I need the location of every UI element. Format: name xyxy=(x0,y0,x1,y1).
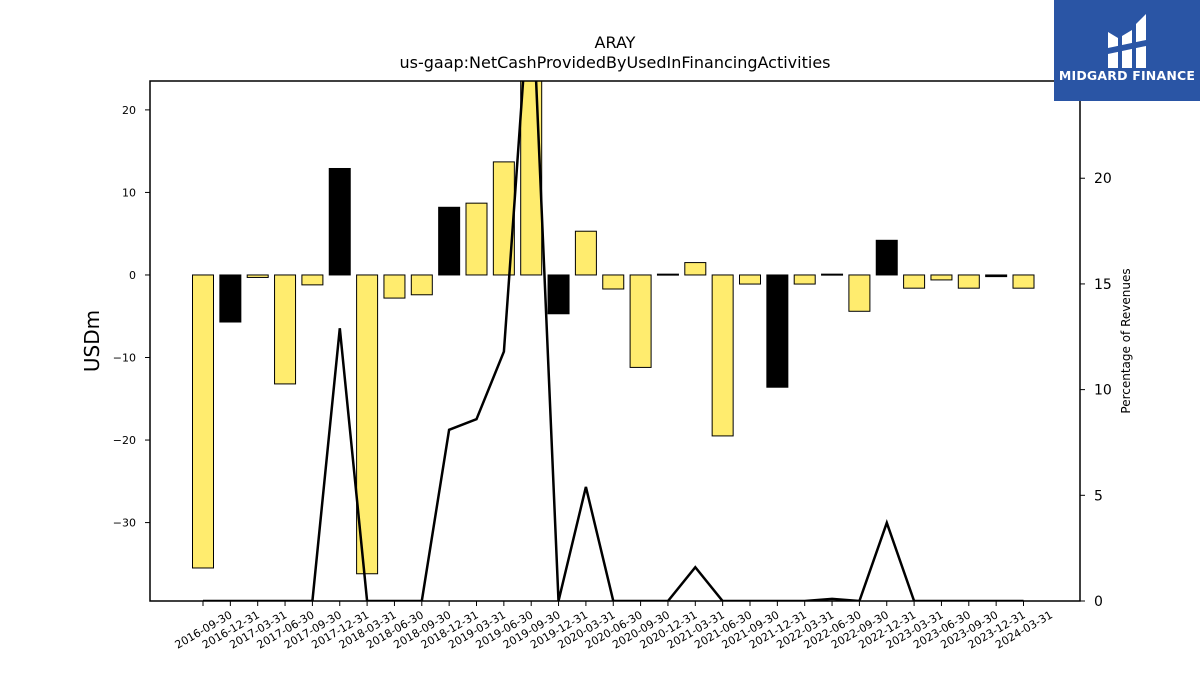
y-tick-label: −10 xyxy=(113,352,136,365)
bar-2021-06-30 xyxy=(711,274,734,437)
bar-2020-12-31 xyxy=(656,273,679,276)
line-group xyxy=(203,81,1024,601)
bar-2018-09-30 xyxy=(410,274,433,296)
bar-2018-03-31 xyxy=(356,274,379,575)
bar-2018-12-31 xyxy=(438,206,461,276)
y-axis: −30 −20 −10 0 10 20 xyxy=(113,104,150,530)
bar-2016-09-30 xyxy=(192,274,214,569)
y2-tick-label: 10 xyxy=(1094,383,1112,399)
bar-2017-09-30 xyxy=(301,274,324,286)
bar-2022-09-30 xyxy=(848,274,871,312)
bar-2024-03-31 xyxy=(1012,274,1035,289)
bar-2021-03-31 xyxy=(684,262,707,276)
bar-2019-12-31 xyxy=(547,274,570,315)
midgard-finance-logo: MIDGARD FINANCE xyxy=(1054,0,1200,101)
logo-text: MIDGARD FINANCE xyxy=(1058,68,1196,83)
bar-2017-06-30 xyxy=(274,274,297,385)
bar-2017-03-31 xyxy=(246,274,269,278)
bar-2020-06-30 xyxy=(602,274,625,290)
y-tick-label: 0 xyxy=(129,269,136,282)
y2-axis: 0 5 10 15 20 xyxy=(1080,171,1112,610)
bar-2023-03-31 xyxy=(903,274,926,289)
bar-2019-09-30 xyxy=(520,81,543,276)
bar-2023-09-30 xyxy=(957,274,980,289)
y2-tick-label: 20 xyxy=(1094,171,1112,187)
bar-2020-03-31 xyxy=(574,230,597,276)
bar-group xyxy=(192,81,1035,575)
bar-2023-12-31 xyxy=(985,274,1008,278)
bar-2021-09-30 xyxy=(739,274,761,285)
bar-2022-03-31 xyxy=(793,274,816,285)
bar-2020-09-30 xyxy=(629,274,652,368)
y-axis-label: USDm xyxy=(80,310,104,372)
bar-2019-03-31 xyxy=(465,202,488,276)
bar-2022-06-30 xyxy=(821,273,844,276)
chart-subtitle: us-gaap:NetCashProvidedByUsedInFinancing… xyxy=(399,53,830,72)
chart-title: ARAY xyxy=(595,33,636,52)
y-tick-label: −20 xyxy=(113,434,136,447)
bar-2016-12-31 xyxy=(219,274,242,323)
y-tick-label: 10 xyxy=(122,186,136,199)
y2-tick-label: 5 xyxy=(1094,488,1103,504)
y2-tick-label: 15 xyxy=(1094,277,1112,293)
y2-tick-label: 0 xyxy=(1094,594,1103,610)
y-tick-label: −30 xyxy=(113,517,136,530)
bar-2023-06-30 xyxy=(930,274,953,281)
y-tick-label: 20 xyxy=(122,104,136,117)
x-axis: 2016-09-302016-12-312017-03-312017-06-30… xyxy=(173,601,1055,652)
bar-2022-12-31 xyxy=(875,239,898,276)
bar-2018-06-30 xyxy=(383,274,406,299)
bar-2017-12-31 xyxy=(328,167,351,276)
revenue-percentage-line xyxy=(203,81,1024,601)
y2-axis-label: Percentage of Revenues xyxy=(1119,268,1133,413)
plot-frame xyxy=(149,80,1081,602)
midgard-logo-icon xyxy=(1108,14,1146,68)
bar-2021-12-31 xyxy=(766,274,789,388)
